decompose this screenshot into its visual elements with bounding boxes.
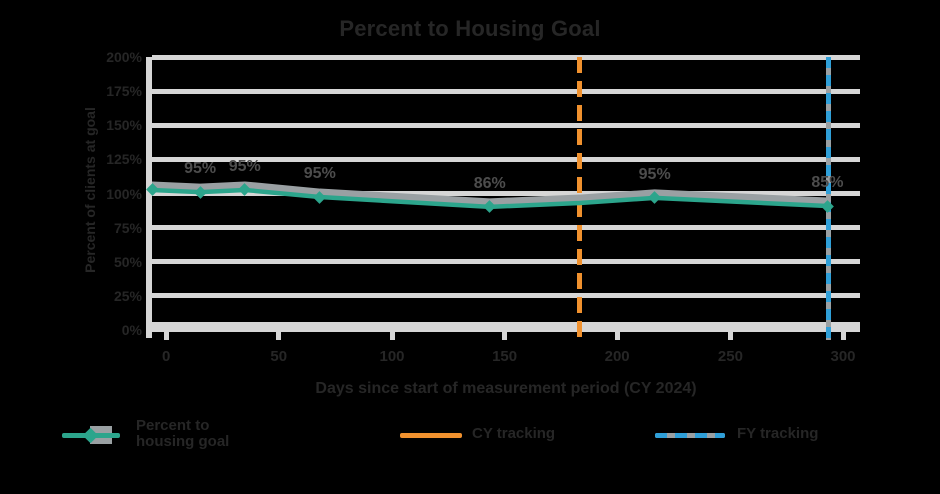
gridline [152,122,860,128]
x-tick-mark [163,332,169,340]
legend-label-line2: housing goal [136,433,230,450]
x-tick-label: 50 [270,348,288,365]
gridline [152,225,860,231]
legend-blue-dashed-line-swatch [655,433,725,438]
x-axis-line [146,322,860,332]
x-tick-mark [727,332,733,340]
legend: Percent to housing goal CY tracking FY t… [0,412,940,472]
gridline [152,259,860,265]
x-tick-label: 150 [492,348,518,365]
data-point-label: 85% [811,174,844,192]
gridline [152,156,860,162]
x-axis-title: Days since start of measurement period (… [315,380,697,397]
x-tick-label: 100 [379,348,405,365]
x-tick-label: 250 [717,348,743,365]
data-point-label: 95% [228,157,261,175]
x-tick-label: 200 [604,348,630,365]
x-tick-mark [840,332,846,340]
legend-label-line1: Percent to [136,417,210,434]
chart-title: Percent to Housing Goal [339,16,601,41]
y-tick-label: 175% [106,83,142,100]
y-tick-label: 50% [113,253,142,270]
x-tick-label: 300 [830,348,856,365]
x-tick-mark [614,332,620,340]
teal-line-series [148,181,831,210]
gridline [152,191,860,196]
y-tick-label: 75% [113,219,142,236]
data-point-label: 95% [184,160,217,178]
y-tick-label: 200% [106,49,142,65]
legend-item-fy-tracking[interactable]: FY tracking [737,425,819,442]
y-tick-label: 25% [113,287,142,304]
data-point-label: 95% [638,165,671,183]
legend-item-percent-to-housing-goal[interactable]: Percent to housing goal [136,418,229,450]
x-tick-mark [276,332,282,340]
plot-area [148,57,860,330]
y-axis-line [146,57,152,338]
gridline [152,88,860,94]
y-tick-label: 100% [106,185,142,202]
gridline [152,293,860,299]
data-point-label: 95% [303,165,336,183]
legend-item-cy-tracking[interactable]: CY tracking [472,425,556,442]
x-tick-mark [389,332,395,340]
y-tick-label: 0% [121,322,142,338]
x-tick-mark [502,332,508,340]
legend-orange-line-swatch [400,433,462,438]
y-tick-label: 150% [106,117,142,134]
y-axis-title: Percent of clients at goal [82,107,98,273]
data-point-label: 86% [473,174,506,192]
x-tick-label: 0 [161,348,171,365]
gridline [152,54,860,60]
y-tick-label: 125% [106,151,142,168]
